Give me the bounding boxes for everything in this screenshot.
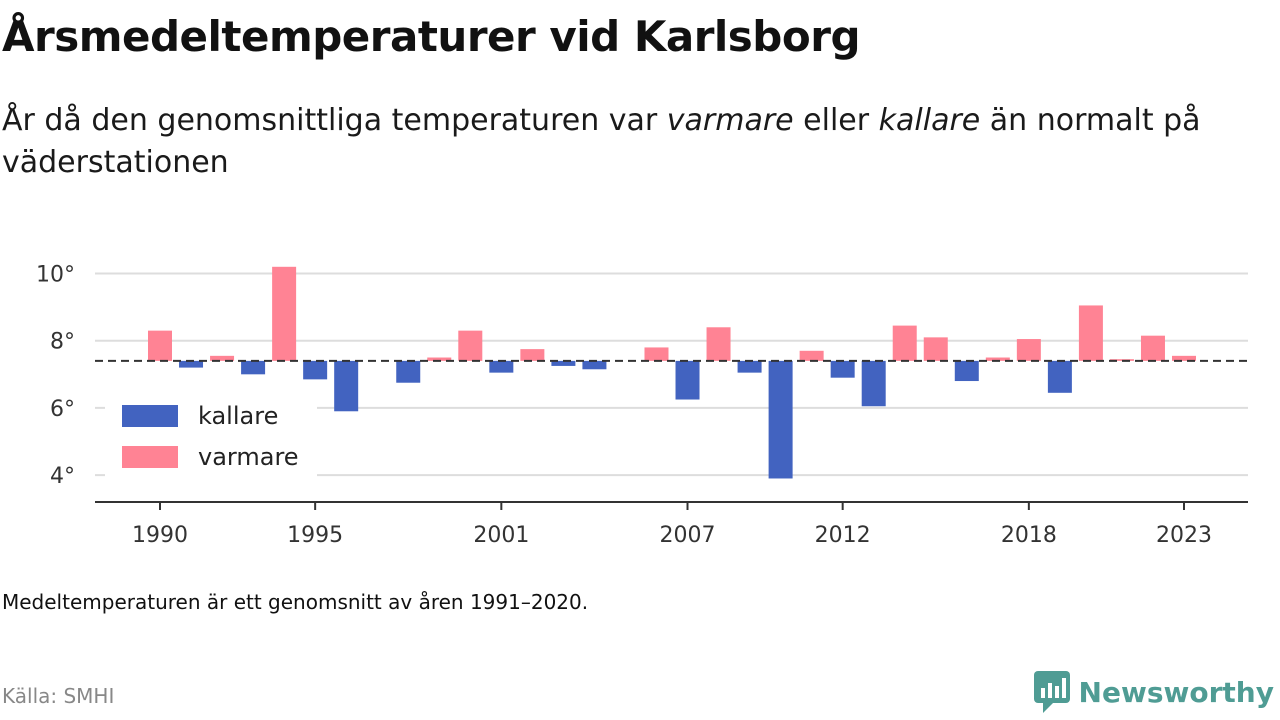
bar-colder xyxy=(861,360,886,407)
bar-colder xyxy=(303,360,328,380)
brand-name: Newsworthy xyxy=(1078,675,1274,709)
bar-warmer xyxy=(1078,305,1103,361)
bar-warmer xyxy=(148,330,172,361)
bar-colder xyxy=(737,360,762,373)
bar-colder xyxy=(489,360,514,373)
bar-warmer xyxy=(1140,335,1165,361)
bar-warmer xyxy=(799,350,824,361)
bar-warmer xyxy=(644,347,669,361)
bar-colder xyxy=(179,360,204,368)
bar-warmer xyxy=(706,327,731,361)
source-label: Källa: SMHI xyxy=(2,684,115,708)
bar-colder xyxy=(551,360,576,366)
bar-colder xyxy=(241,360,266,375)
x-tick-label: 2001 xyxy=(473,523,529,548)
bar-colder xyxy=(1047,360,1072,393)
bars xyxy=(148,266,1196,479)
bar-colder xyxy=(582,360,607,370)
bar-warmer xyxy=(1016,339,1041,361)
y-tick-label: 6° xyxy=(50,397,75,422)
temperature-bar-chart: 4° 6° 8° 10° 1990 1995 2001 2007 2012 2018 2023 ka… xyxy=(36,263,1248,548)
y-tick-label: 4° xyxy=(50,464,75,489)
subtitle-part3: än normalt på väderstationen xyxy=(2,103,1201,180)
bar-warmer xyxy=(458,330,483,361)
legend-label: kallare xyxy=(198,402,278,430)
bar-warmer xyxy=(520,349,545,361)
bar-warmer xyxy=(1172,355,1196,361)
y-tick-label: 8° xyxy=(50,330,75,355)
legend-swatch xyxy=(122,446,178,468)
chart-subtitle: År då den genomsnittliga temperaturen va… xyxy=(2,100,1272,184)
x-tick-label: 2023 xyxy=(1156,523,1212,548)
chart-title: Årsmedeltemperaturer vid Karlsborg xyxy=(2,12,861,61)
x-tick-label: 2018 xyxy=(1001,523,1057,548)
bar-warmer xyxy=(892,325,917,361)
y-tick-label: 10° xyxy=(36,263,75,288)
subtitle-cold: kallare xyxy=(878,103,981,138)
bar-warmer xyxy=(923,337,948,361)
bar-warmer xyxy=(210,355,235,361)
bar-colder xyxy=(396,360,421,383)
bar-colder xyxy=(768,360,793,479)
x-tick-label: 1990 xyxy=(132,523,188,548)
bar-warmer xyxy=(427,357,452,361)
bar-warmer xyxy=(1109,359,1134,361)
footnote: Medeltemperaturen är ett genomsnitt av å… xyxy=(2,590,589,614)
bar-warmer xyxy=(272,266,297,361)
bar-chart-speech-bubble-icon xyxy=(1033,671,1070,713)
axes: 4° 6° 8° 10° 1990 1995 2001 2007 2012 2018 2023 xyxy=(36,263,1248,548)
bar-colder xyxy=(675,360,700,400)
legend-label: varmare xyxy=(198,443,299,471)
bar-colder xyxy=(334,360,359,412)
bar-colder xyxy=(954,360,979,382)
subtitle-part2: eller xyxy=(793,103,879,138)
x-tick-label: 2012 xyxy=(815,523,871,548)
bar-colder xyxy=(830,360,855,378)
x-tick-label: 1995 xyxy=(287,523,343,548)
bar-warmer xyxy=(985,357,1010,361)
legend: kallare varmare xyxy=(105,388,317,478)
brand-logo: Newsworthy xyxy=(1033,670,1274,714)
legend-swatch xyxy=(122,405,178,427)
subtitle-warm: varmare xyxy=(666,103,794,138)
subtitle-part1: År då den genomsnittliga temperaturen va… xyxy=(2,103,667,138)
x-tick-label: 2007 xyxy=(660,523,716,548)
